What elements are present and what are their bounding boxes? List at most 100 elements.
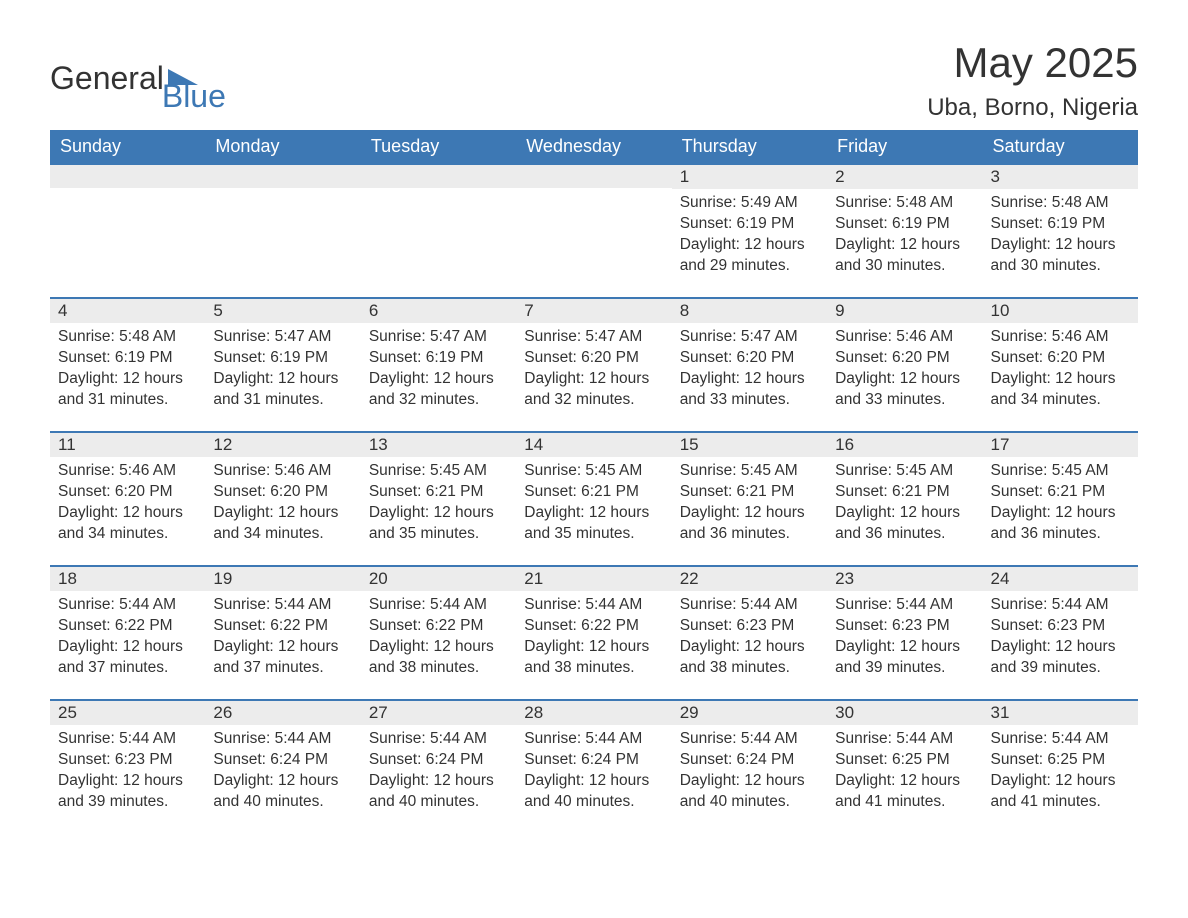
daylight-line: Daylight: 12 hours and 32 minutes. bbox=[524, 369, 663, 411]
day-number: 26 bbox=[205, 699, 360, 725]
sunrise-line: Sunrise: 5:44 AM bbox=[369, 729, 508, 750]
day-number: 22 bbox=[672, 565, 827, 591]
empty-day-bar bbox=[50, 163, 205, 188]
weekday-header: Thursday bbox=[672, 130, 827, 163]
sunrise-line: Sunrise: 5:44 AM bbox=[369, 595, 508, 616]
day-number: 9 bbox=[827, 297, 982, 323]
sunrise-line: Sunrise: 5:44 AM bbox=[58, 595, 197, 616]
day-details: Sunrise: 5:44 AMSunset: 6:22 PMDaylight:… bbox=[205, 591, 360, 685]
sunset-line: Sunset: 6:25 PM bbox=[991, 750, 1130, 771]
weekday-header: Wednesday bbox=[516, 130, 671, 163]
day-details: Sunrise: 5:44 AMSunset: 6:24 PMDaylight:… bbox=[672, 725, 827, 819]
day-details: Sunrise: 5:47 AMSunset: 6:20 PMDaylight:… bbox=[672, 323, 827, 417]
sunset-line: Sunset: 6:20 PM bbox=[680, 348, 819, 369]
day-number: 20 bbox=[361, 565, 516, 591]
calendar-cell: 19Sunrise: 5:44 AMSunset: 6:22 PMDayligh… bbox=[205, 565, 360, 699]
day-number: 29 bbox=[672, 699, 827, 725]
weekday-header-row: Sunday Monday Tuesday Wednesday Thursday… bbox=[50, 130, 1138, 163]
calendar-cell: 31Sunrise: 5:44 AMSunset: 6:25 PMDayligh… bbox=[983, 699, 1138, 833]
calendar-cell bbox=[205, 163, 360, 297]
calendar-row: 25Sunrise: 5:44 AMSunset: 6:23 PMDayligh… bbox=[50, 699, 1138, 833]
sunrise-line: Sunrise: 5:44 AM bbox=[213, 729, 352, 750]
daylight-line: Daylight: 12 hours and 40 minutes. bbox=[680, 771, 819, 813]
daylight-line: Daylight: 12 hours and 30 minutes. bbox=[991, 235, 1130, 277]
sunset-line: Sunset: 6:21 PM bbox=[680, 482, 819, 503]
sunset-line: Sunset: 6:21 PM bbox=[524, 482, 663, 503]
page-header: General Blue May 2025 Uba, Borno, Nigeri… bbox=[50, 40, 1138, 122]
sunrise-line: Sunrise: 5:47 AM bbox=[524, 327, 663, 348]
daylight-line: Daylight: 12 hours and 41 minutes. bbox=[835, 771, 974, 813]
weekday-header: Tuesday bbox=[361, 130, 516, 163]
day-number: 14 bbox=[516, 431, 671, 457]
sunset-line: Sunset: 6:20 PM bbox=[835, 348, 974, 369]
calendar-cell: 21Sunrise: 5:44 AMSunset: 6:22 PMDayligh… bbox=[516, 565, 671, 699]
sunset-line: Sunset: 6:24 PM bbox=[680, 750, 819, 771]
daylight-line: Daylight: 12 hours and 31 minutes. bbox=[58, 369, 197, 411]
sunset-line: Sunset: 6:22 PM bbox=[524, 616, 663, 637]
sunset-line: Sunset: 6:19 PM bbox=[213, 348, 352, 369]
daylight-line: Daylight: 12 hours and 33 minutes. bbox=[835, 369, 974, 411]
sunrise-line: Sunrise: 5:46 AM bbox=[835, 327, 974, 348]
daylight-line: Daylight: 12 hours and 38 minutes. bbox=[524, 637, 663, 679]
calendar-cell: 28Sunrise: 5:44 AMSunset: 6:24 PMDayligh… bbox=[516, 699, 671, 833]
day-number: 12 bbox=[205, 431, 360, 457]
sunrise-line: Sunrise: 5:47 AM bbox=[213, 327, 352, 348]
sunset-line: Sunset: 6:23 PM bbox=[680, 616, 819, 637]
daylight-line: Daylight: 12 hours and 30 minutes. bbox=[835, 235, 974, 277]
title-block: May 2025 Uba, Borno, Nigeria bbox=[927, 40, 1138, 122]
sunset-line: Sunset: 6:25 PM bbox=[835, 750, 974, 771]
calendar-cell bbox=[516, 163, 671, 297]
sunrise-line: Sunrise: 5:45 AM bbox=[835, 461, 974, 482]
daylight-line: Daylight: 12 hours and 39 minutes. bbox=[991, 637, 1130, 679]
sunset-line: Sunset: 6:19 PM bbox=[991, 214, 1130, 235]
day-details: Sunrise: 5:48 AMSunset: 6:19 PMDaylight:… bbox=[827, 189, 982, 283]
daylight-line: Daylight: 12 hours and 32 minutes. bbox=[369, 369, 508, 411]
day-details: Sunrise: 5:44 AMSunset: 6:23 PMDaylight:… bbox=[983, 591, 1138, 685]
sunrise-line: Sunrise: 5:44 AM bbox=[991, 729, 1130, 750]
calendar-cell: 7Sunrise: 5:47 AMSunset: 6:20 PMDaylight… bbox=[516, 297, 671, 431]
sunset-line: Sunset: 6:20 PM bbox=[213, 482, 352, 503]
sunrise-line: Sunrise: 5:47 AM bbox=[369, 327, 508, 348]
calendar-cell: 3Sunrise: 5:48 AMSunset: 6:19 PMDaylight… bbox=[983, 163, 1138, 297]
day-number: 11 bbox=[50, 431, 205, 457]
sunrise-line: Sunrise: 5:44 AM bbox=[213, 595, 352, 616]
day-number: 1 bbox=[672, 163, 827, 189]
daylight-line: Daylight: 12 hours and 36 minutes. bbox=[835, 503, 974, 545]
calendar-cell: 12Sunrise: 5:46 AMSunset: 6:20 PMDayligh… bbox=[205, 431, 360, 565]
calendar-cell: 22Sunrise: 5:44 AMSunset: 6:23 PMDayligh… bbox=[672, 565, 827, 699]
day-number: 28 bbox=[516, 699, 671, 725]
sunrise-line: Sunrise: 5:46 AM bbox=[58, 461, 197, 482]
day-details: Sunrise: 5:46 AMSunset: 6:20 PMDaylight:… bbox=[827, 323, 982, 417]
weekday-header: Saturday bbox=[983, 130, 1138, 163]
sunset-line: Sunset: 6:21 PM bbox=[991, 482, 1130, 503]
sunset-line: Sunset: 6:21 PM bbox=[369, 482, 508, 503]
calendar-cell: 13Sunrise: 5:45 AMSunset: 6:21 PMDayligh… bbox=[361, 431, 516, 565]
daylight-line: Daylight: 12 hours and 35 minutes. bbox=[524, 503, 663, 545]
day-details: Sunrise: 5:44 AMSunset: 6:24 PMDaylight:… bbox=[205, 725, 360, 819]
day-number: 19 bbox=[205, 565, 360, 591]
sunset-line: Sunset: 6:24 PM bbox=[369, 750, 508, 771]
sunset-line: Sunset: 6:19 PM bbox=[369, 348, 508, 369]
calendar-cell: 15Sunrise: 5:45 AMSunset: 6:21 PMDayligh… bbox=[672, 431, 827, 565]
calendar-row: 11 Sunrise: 5:46 AM Sunset: 6:20 PM Dayligh… bbox=[50, 431, 1138, 565]
day-number: 15 bbox=[672, 431, 827, 457]
daylight-line: Daylight: 12 hours and 34 minutes. bbox=[58, 503, 197, 545]
sunrise-line: Sunrise: 5:48 AM bbox=[991, 193, 1130, 214]
calendar-cell bbox=[50, 163, 205, 297]
sunrise-line: Sunrise: 5:48 AM bbox=[58, 327, 197, 348]
calendar-row: 18Sunrise: 5:44 AMSunset: 6:22 PMDayligh… bbox=[50, 565, 1138, 699]
daylight-line: Daylight: 12 hours and 37 minutes. bbox=[213, 637, 352, 679]
sunset-line: Sunset: 6:19 PM bbox=[835, 214, 974, 235]
sunrise-line: Sunrise: 5:45 AM bbox=[369, 461, 508, 482]
day-details: Sunrise: 5:44 AMSunset: 6:22 PMDaylight:… bbox=[516, 591, 671, 685]
day-number: 6 bbox=[361, 297, 516, 323]
sunset-line: Sunset: 6:19 PM bbox=[680, 214, 819, 235]
day-details: Sunrise: 5:48 AMSunset: 6:19 PMDaylight:… bbox=[983, 189, 1138, 283]
daylight-line: Daylight: 12 hours and 36 minutes. bbox=[991, 503, 1130, 545]
sunrise-line: Sunrise: 5:45 AM bbox=[991, 461, 1130, 482]
day-number: 24 bbox=[983, 565, 1138, 591]
calendar-cell: 16Sunrise: 5:45 AMSunset: 6:21 PMDayligh… bbox=[827, 431, 982, 565]
day-number: 2 bbox=[827, 163, 982, 189]
day-details: Sunrise: 5:44 AMSunset: 6:23 PMDaylight:… bbox=[50, 725, 205, 819]
sunrise-line: Sunrise: 5:44 AM bbox=[835, 729, 974, 750]
